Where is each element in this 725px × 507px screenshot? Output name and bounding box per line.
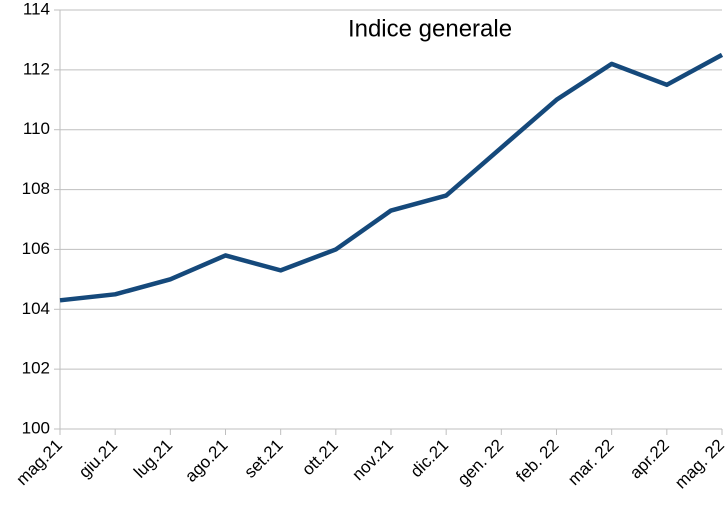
x-tick-label: giu.21 <box>75 436 121 482</box>
y-tick-label: 112 <box>23 59 50 78</box>
y-tick-label: 102 <box>22 359 50 378</box>
x-tick-label: ago.21 <box>181 436 231 486</box>
x-tick-label: lug.21 <box>130 436 176 482</box>
x-tick-label: mag.21 <box>12 436 66 490</box>
y-tick-label: 100 <box>22 418 50 437</box>
x-tick-label: set.21 <box>240 436 286 482</box>
x-tick-label: ott.21 <box>298 436 342 480</box>
x-tick-label: apr.22 <box>626 436 673 483</box>
y-tick-label: 106 <box>22 239 50 258</box>
chart-title: Indice generale <box>348 15 512 42</box>
data-line <box>59 52 724 303</box>
x-tick-label: mar. 22 <box>564 436 618 490</box>
x-tick-label: dic.21 <box>407 436 453 482</box>
x-tick-label: nov.21 <box>348 436 397 485</box>
y-tick-label: 114 <box>23 0 50 18</box>
x-tick-label: mag. 22 <box>671 436 725 493</box>
y-tick-label: 108 <box>22 179 50 198</box>
y-tick-label: 110 <box>23 119 50 138</box>
x-tick-label: feb. 22 <box>512 436 562 486</box>
y-tick-label: 104 <box>22 299 50 318</box>
x-tick-label: gen. 22 <box>454 436 508 490</box>
